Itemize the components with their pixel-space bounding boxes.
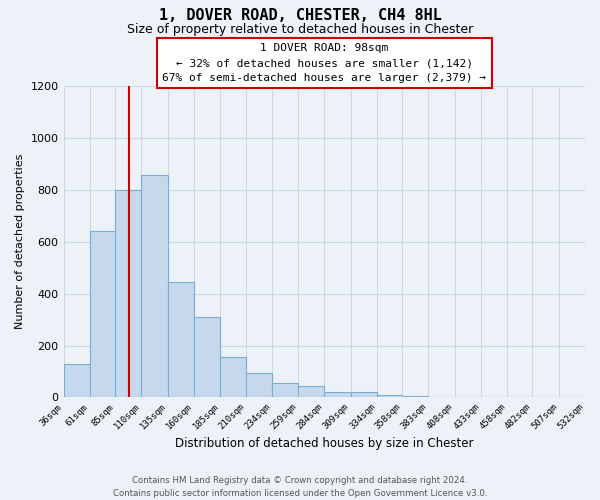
Y-axis label: Number of detached properties: Number of detached properties: [15, 154, 25, 330]
Bar: [220, 357, 247, 398]
Bar: [402, 396, 428, 398]
Bar: [428, 397, 455, 398]
Bar: [272, 383, 298, 398]
Bar: [298, 386, 324, 398]
Bar: [167, 282, 194, 398]
Bar: [350, 392, 377, 398]
Bar: [247, 373, 272, 398]
Bar: [90, 232, 115, 398]
X-axis label: Distribution of detached houses by size in Chester: Distribution of detached houses by size …: [175, 437, 473, 450]
Bar: [64, 364, 90, 398]
Text: Size of property relative to detached houses in Chester: Size of property relative to detached ho…: [127, 22, 473, 36]
Bar: [324, 392, 350, 398]
Text: 1, DOVER ROAD, CHESTER, CH4 8HL: 1, DOVER ROAD, CHESTER, CH4 8HL: [158, 8, 442, 22]
Bar: [194, 317, 220, 398]
Text: Contains HM Land Registry data © Crown copyright and database right 2024.
Contai: Contains HM Land Registry data © Crown c…: [113, 476, 487, 498]
Bar: [377, 395, 402, 398]
Bar: [115, 190, 142, 398]
Text: 1 DOVER ROAD: 98sqm
← 32% of detached houses are smaller (1,142)
67% of semi-det: 1 DOVER ROAD: 98sqm ← 32% of detached ho…: [162, 43, 486, 83]
Bar: [142, 176, 167, 398]
